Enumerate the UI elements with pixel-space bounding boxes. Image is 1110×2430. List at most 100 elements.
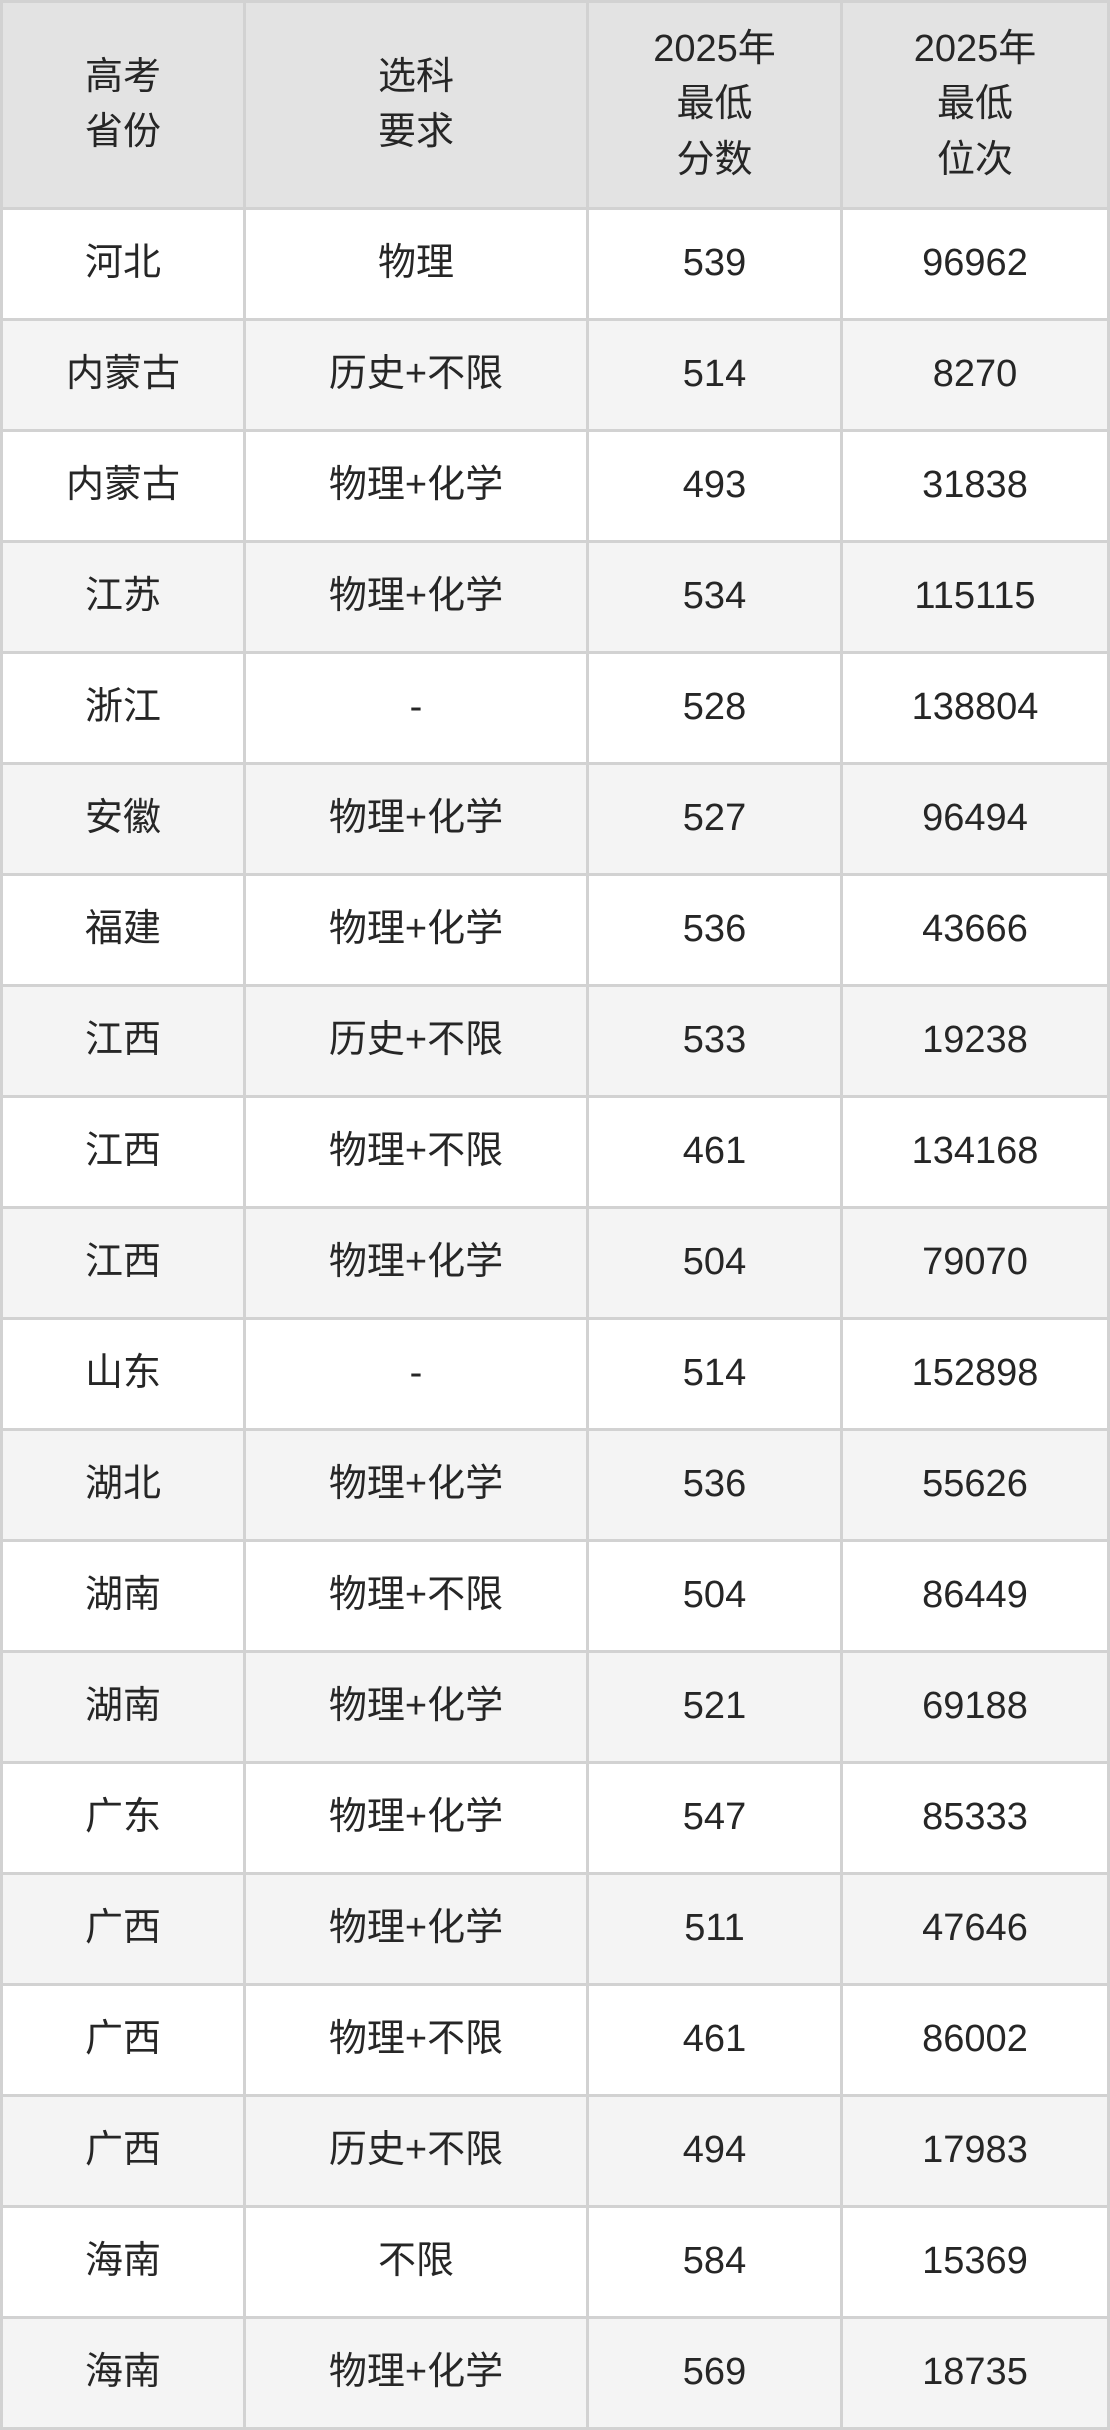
- subject-requirement-cell: 物理+化学: [246, 1431, 586, 1539]
- table-row: 广西 物理+化学 511 47646: [3, 1875, 1107, 1983]
- min-score-cell: 534: [589, 543, 840, 651]
- min-rank-cell: 55626: [843, 1431, 1107, 1539]
- min-rank-cell: 134168: [843, 1098, 1107, 1206]
- subject-requirement-cell: 物理+化学: [246, 1209, 586, 1317]
- subject-requirement-cell: -: [246, 1320, 586, 1428]
- province-cell: 内蒙古: [3, 321, 243, 429]
- subject-requirement-cell: 物理+化学: [246, 432, 586, 540]
- min-rank-cell: 18735: [843, 2319, 1107, 2427]
- subject-requirement-cell: 物理+不限: [246, 1986, 586, 2094]
- table-body: 河北 物理 539 96962 内蒙古 历史+不限 514 8270 内蒙古 物…: [3, 210, 1107, 2427]
- min-score-cell: 539: [589, 210, 840, 318]
- table-row: 湖北 物理+化学 536 55626: [3, 1431, 1107, 1539]
- min-score-cell: 521: [589, 1653, 840, 1761]
- min-score-cell: 514: [589, 1320, 840, 1428]
- table-row: 江西 物理+不限 461 134168: [3, 1098, 1107, 1206]
- province-cell: 江西: [3, 1209, 243, 1317]
- min-rank-cell: 115115: [843, 543, 1107, 651]
- table-row: 湖南 物理+化学 521 69188: [3, 1653, 1107, 1761]
- table-row: 江苏 物理+化学 534 115115: [3, 543, 1107, 651]
- province-cell: 广西: [3, 1986, 243, 2094]
- subject-requirement-cell: 物理+化学: [246, 1875, 586, 1983]
- subject-requirement-cell: 历史+不限: [246, 321, 586, 429]
- subject-requirement-cell: 历史+不限: [246, 987, 586, 1095]
- table-row: 广西 物理+不限 461 86002: [3, 1986, 1107, 2094]
- min-score-cell: 569: [589, 2319, 840, 2427]
- table-row: 广东 物理+化学 547 85333: [3, 1764, 1107, 1872]
- province-cell: 河北: [3, 210, 243, 318]
- province-cell: 内蒙古: [3, 432, 243, 540]
- province-cell: 山东: [3, 1320, 243, 1428]
- table-row: 内蒙古 物理+化学 493 31838: [3, 432, 1107, 540]
- table-row: 海南 物理+化学 569 18735: [3, 2319, 1107, 2427]
- header-row: 高考 省份 选科 要求 2025年 最低 分数 2025年 最低 位次: [3, 3, 1107, 207]
- min-rank-cell: 138804: [843, 654, 1107, 762]
- min-score-cell: 584: [589, 2208, 840, 2316]
- header-min-rank-2025: 2025年 最低 位次: [843, 3, 1107, 207]
- subject-requirement-cell: -: [246, 654, 586, 762]
- province-cell: 福建: [3, 876, 243, 984]
- table-row: 江西 历史+不限 533 19238: [3, 987, 1107, 1095]
- table-row: 广西 历史+不限 494 17983: [3, 2097, 1107, 2205]
- subject-requirement-cell: 物理+化学: [246, 2319, 586, 2427]
- min-score-cell: 547: [589, 1764, 840, 1872]
- table-row: 安徽 物理+化学 527 96494: [3, 765, 1107, 873]
- min-rank-cell: 19238: [843, 987, 1107, 1095]
- min-score-cell: 494: [589, 2097, 840, 2205]
- province-cell: 广西: [3, 2097, 243, 2205]
- subject-requirement-cell: 物理+化学: [246, 765, 586, 873]
- subject-requirement-cell: 物理+不限: [246, 1098, 586, 1206]
- min-score-cell: 528: [589, 654, 840, 762]
- subject-requirement-cell: 历史+不限: [246, 2097, 586, 2205]
- province-cell: 浙江: [3, 654, 243, 762]
- header-min-score-2025: 2025年 最低 分数: [589, 3, 840, 207]
- subject-requirement-cell: 物理: [246, 210, 586, 318]
- subject-requirement-cell: 物理+化学: [246, 543, 586, 651]
- table-row: 江西 物理+化学 504 79070: [3, 1209, 1107, 1317]
- province-cell: 湖南: [3, 1653, 243, 1761]
- subject-requirement-cell: 物理+化学: [246, 1653, 586, 1761]
- subject-requirement-cell: 不限: [246, 2208, 586, 2316]
- min-rank-cell: 86449: [843, 1542, 1107, 1650]
- min-rank-cell: 85333: [843, 1764, 1107, 1872]
- header-subject-requirement: 选科 要求: [246, 3, 586, 207]
- table-row: 内蒙古 历史+不限 514 8270: [3, 321, 1107, 429]
- province-cell: 广西: [3, 1875, 243, 1983]
- min-score-cell: 511: [589, 1875, 840, 1983]
- province-cell: 江苏: [3, 543, 243, 651]
- min-rank-cell: 43666: [843, 876, 1107, 984]
- min-score-cell: 514: [589, 321, 840, 429]
- min-rank-cell: 17983: [843, 2097, 1107, 2205]
- province-cell: 江西: [3, 987, 243, 1095]
- min-score-cell: 461: [589, 1098, 840, 1206]
- min-rank-cell: 47646: [843, 1875, 1107, 1983]
- table-row: 海南 不限 584 15369: [3, 2208, 1107, 2316]
- min-score-cell: 533: [589, 987, 840, 1095]
- min-score-cell: 536: [589, 876, 840, 984]
- min-rank-cell: 152898: [843, 1320, 1107, 1428]
- province-cell: 湖南: [3, 1542, 243, 1650]
- province-cell: 湖北: [3, 1431, 243, 1539]
- min-rank-cell: 96962: [843, 210, 1107, 318]
- min-score-cell: 527: [589, 765, 840, 873]
- min-score-cell: 504: [589, 1209, 840, 1317]
- min-rank-cell: 86002: [843, 1986, 1107, 2094]
- subject-requirement-cell: 物理+化学: [246, 876, 586, 984]
- min-rank-cell: 15369: [843, 2208, 1107, 2316]
- min-rank-cell: 69188: [843, 1653, 1107, 1761]
- table-row: 湖南 物理+不限 504 86449: [3, 1542, 1107, 1650]
- province-cell: 广东: [3, 1764, 243, 1872]
- min-score-cell: 493: [589, 432, 840, 540]
- min-rank-cell: 79070: [843, 1209, 1107, 1317]
- table-row: 浙江 - 528 138804: [3, 654, 1107, 762]
- min-rank-cell: 8270: [843, 321, 1107, 429]
- min-score-cell: 536: [589, 1431, 840, 1539]
- min-score-cell: 461: [589, 1986, 840, 2094]
- header-province: 高考 省份: [3, 3, 243, 207]
- province-cell: 安徽: [3, 765, 243, 873]
- subject-requirement-cell: 物理+化学: [246, 1764, 586, 1872]
- province-cell: 江西: [3, 1098, 243, 1206]
- province-cell: 海南: [3, 2319, 243, 2427]
- table-row: 河北 物理 539 96962: [3, 210, 1107, 318]
